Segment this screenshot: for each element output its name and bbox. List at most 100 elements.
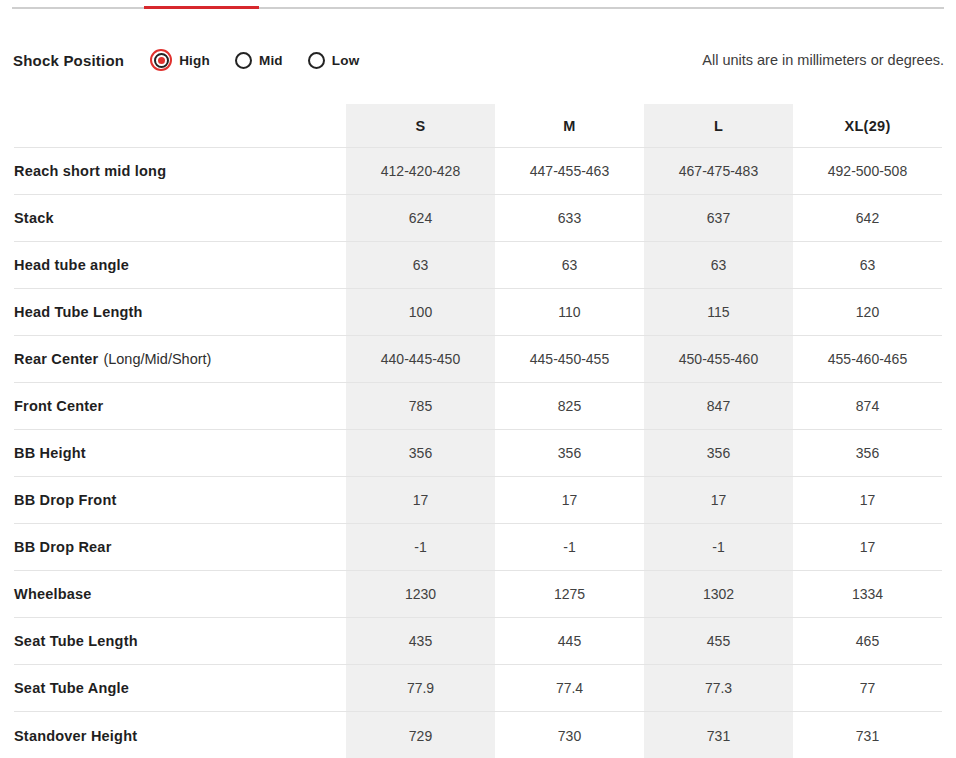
cell-value: 17 <box>346 477 495 523</box>
row-label: BB Drop Rear <box>14 539 111 555</box>
cell-value: 440-445-450 <box>346 336 495 382</box>
row-label: BB Drop Front <box>14 492 116 508</box>
column-header-xl: XL(29) <box>793 104 942 147</box>
table-row: Wheelbase 1230 1275 1302 1334 <box>14 571 942 618</box>
cell-value: 1302 <box>644 571 793 617</box>
cell-value: 637 <box>644 195 793 241</box>
cell-value: 624 <box>346 195 495 241</box>
radio-dot <box>158 57 165 64</box>
cell-value: 465 <box>793 618 942 664</box>
cell-value: 63 <box>644 242 793 288</box>
row-label: Seat Tube Angle <box>14 680 129 696</box>
cell-value: 435 <box>346 618 495 664</box>
row-label: Wheelbase <box>14 586 92 602</box>
cell-value: 115 <box>644 289 793 335</box>
table-row: Seat Tube Angle 77.9 77.4 77.3 77 <box>14 665 942 712</box>
cell-value: 847 <box>644 383 793 429</box>
cell-value: 63 <box>793 242 942 288</box>
cell-value: 825 <box>495 383 644 429</box>
column-header-l: L <box>644 104 793 147</box>
active-tab-underline <box>144 6 259 9</box>
cell-value: 731 <box>793 712 942 758</box>
table-row: Front Center 785 825 847 874 <box>14 383 942 430</box>
cell-value: 455 <box>644 618 793 664</box>
shock-position-controls: Shock Position High Mid Low All units ar… <box>13 46 944 74</box>
cell-value: 642 <box>793 195 942 241</box>
units-note: All units are in millimeters or degrees. <box>702 52 944 68</box>
row-label: Stack <box>14 210 54 226</box>
row-label: Seat Tube Length <box>14 633 138 649</box>
row-label: Reach short mid long <box>14 163 166 179</box>
cell-value: 1230 <box>346 571 495 617</box>
cell-value: 1334 <box>793 571 942 617</box>
cell-value: 467-475-483 <box>644 148 793 194</box>
cell-value: 729 <box>346 712 495 758</box>
table-row: BB Height 356 356 356 356 <box>14 430 942 477</box>
cell-value: 120 <box>793 289 942 335</box>
radio-label-mid: Mid <box>259 53 283 68</box>
radio-selected-icon[interactable] <box>150 49 172 71</box>
cell-value: 77.3 <box>644 665 793 711</box>
table-row: Head tube angle 63 63 63 63 <box>14 242 942 289</box>
row-label: Rear Center <box>14 351 98 367</box>
cell-value: 445 <box>495 618 644 664</box>
row-label-note: (Long/Mid/Short) <box>103 351 211 367</box>
cell-value: 492-500-508 <box>793 148 942 194</box>
radio-label-high: High <box>179 53 210 68</box>
cell-value: 100 <box>346 289 495 335</box>
geometry-table-header: S M L XL(29) <box>14 104 942 148</box>
shock-position-label: Shock Position <box>13 52 124 69</box>
cell-value: 77 <box>793 665 942 711</box>
table-row: Reach short mid long 412-420-428 447-455… <box>14 148 942 195</box>
cell-value: 356 <box>346 430 495 476</box>
cell-value: 412-420-428 <box>346 148 495 194</box>
cell-value: 356 <box>495 430 644 476</box>
cell-value: 17 <box>644 477 793 523</box>
cell-value: 63 <box>346 242 495 288</box>
radio-option-low[interactable]: Low <box>308 52 360 69</box>
row-label: Head tube angle <box>14 257 129 273</box>
table-row: Rear Center(Long/Mid/Short) 440-445-450 … <box>14 336 942 383</box>
radio-option-mid[interactable]: Mid <box>235 52 283 69</box>
row-label: BB Height <box>14 445 86 461</box>
cell-value: -1 <box>644 524 793 570</box>
cell-value: 1275 <box>495 571 644 617</box>
shock-position-radio-group: High Mid Low <box>150 49 384 71</box>
geometry-table: S M L XL(29) Reach short mid long 412-42… <box>14 104 942 758</box>
column-header-m: M <box>495 104 644 147</box>
cell-value: 450-455-460 <box>644 336 793 382</box>
table-row: Head Tube Length 100 110 115 120 <box>14 289 942 336</box>
table-row: Stack 624 633 637 642 <box>14 195 942 242</box>
row-label: Standover Height <box>14 728 137 744</box>
cell-value: 17 <box>793 477 942 523</box>
table-row: Seat Tube Length 435 445 455 465 <box>14 618 942 665</box>
cell-value: 874 <box>793 383 942 429</box>
table-row: BB Drop Rear -1 -1 -1 17 <box>14 524 942 571</box>
cell-value: 77.9 <box>346 665 495 711</box>
cell-value: 356 <box>644 430 793 476</box>
radio-inner-ring <box>154 53 169 68</box>
row-label: Front Center <box>14 398 103 414</box>
radio-unselected-icon[interactable] <box>235 52 252 69</box>
cell-value: 17 <box>495 477 644 523</box>
cell-value: 445-450-455 <box>495 336 644 382</box>
cell-value: 785 <box>346 383 495 429</box>
cell-value: -1 <box>346 524 495 570</box>
cell-value: -1 <box>495 524 644 570</box>
cell-value: 455-460-465 <box>793 336 942 382</box>
table-row: Standover Height 729 730 731 731 <box>14 712 942 758</box>
radio-label-low: Low <box>332 53 360 68</box>
cell-value: 356 <box>793 430 942 476</box>
radio-option-high[interactable]: High <box>150 49 210 71</box>
cell-value: 17 <box>793 524 942 570</box>
cell-value: 447-455-463 <box>495 148 644 194</box>
cell-value: 63 <box>495 242 644 288</box>
cell-value: 77.4 <box>495 665 644 711</box>
radio-unselected-icon[interactable] <box>308 52 325 69</box>
cell-value: 633 <box>495 195 644 241</box>
cell-value: 110 <box>495 289 644 335</box>
column-header-s: S <box>346 104 495 147</box>
table-row: BB Drop Front 17 17 17 17 <box>14 477 942 524</box>
cell-value: 730 <box>495 712 644 758</box>
row-label: Head Tube Length <box>14 304 143 320</box>
